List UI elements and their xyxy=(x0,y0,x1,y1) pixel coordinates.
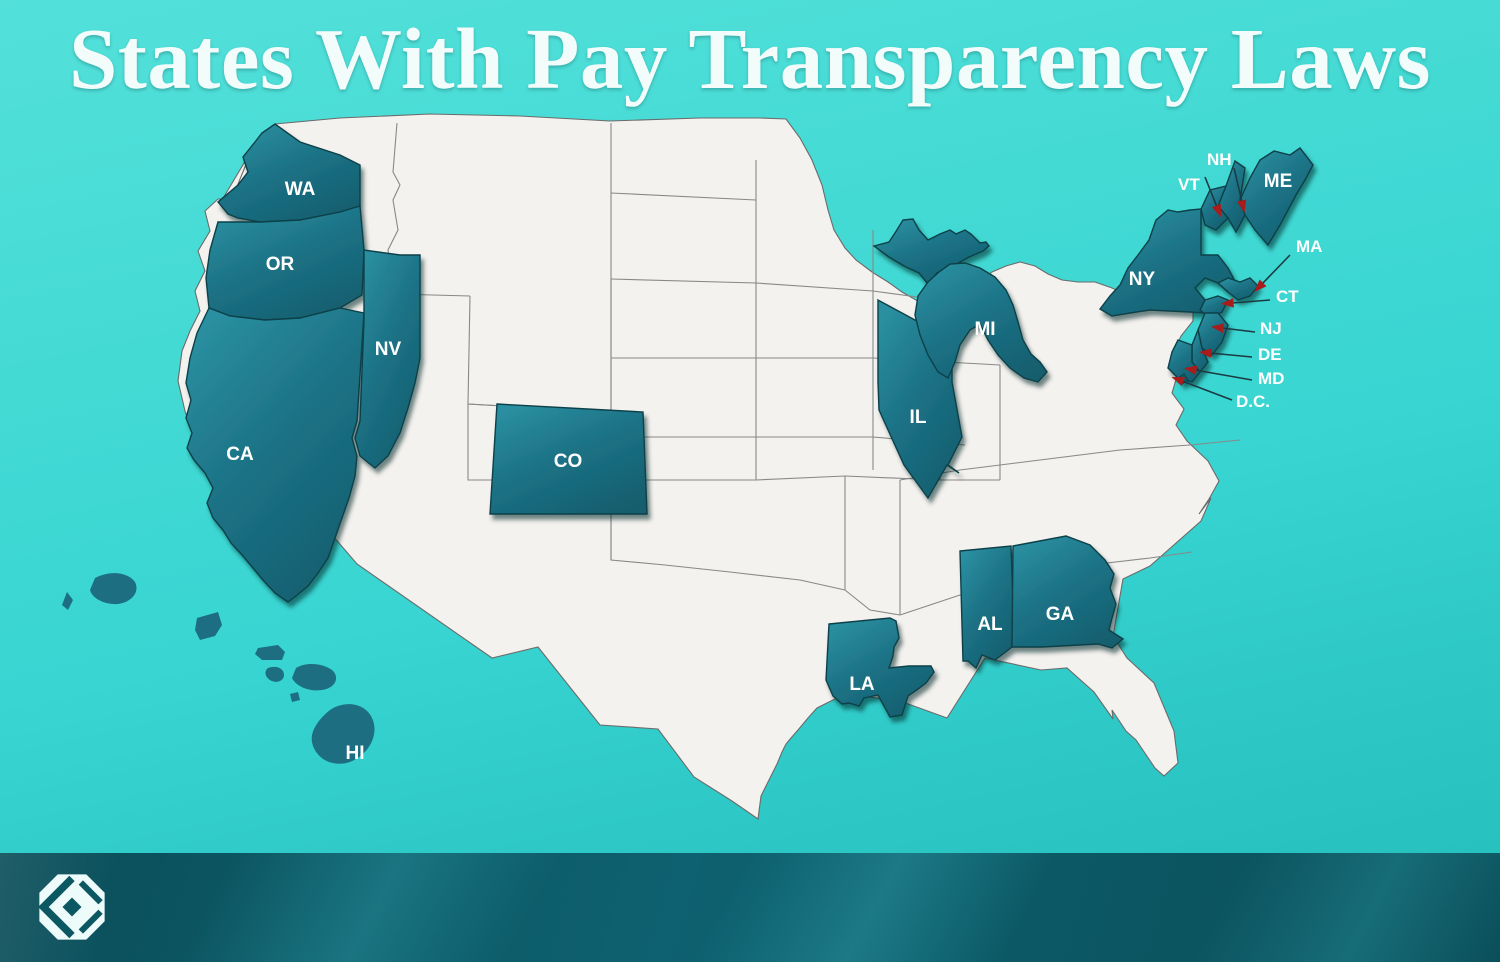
svg-text:OR: OR xyxy=(266,254,295,275)
svg-text:WA: WA xyxy=(285,179,316,200)
svg-text:AL: AL xyxy=(977,614,1003,635)
svg-text:GA: GA xyxy=(1046,604,1075,625)
svg-text:NH: NH xyxy=(1207,150,1232,169)
svg-text:IL: IL xyxy=(910,407,927,428)
svg-text:CA: CA xyxy=(226,444,254,465)
svg-text:MA: MA xyxy=(1296,237,1322,256)
svg-text:D.C.: D.C. xyxy=(1236,392,1270,411)
svg-text:NV: NV xyxy=(375,339,402,360)
svg-text:LA: LA xyxy=(849,674,875,695)
svg-text:ME: ME xyxy=(1264,171,1293,192)
svg-text:CT: CT xyxy=(1276,287,1299,306)
svg-text:DE: DE xyxy=(1258,345,1282,364)
svg-text:HI: HI xyxy=(346,743,365,764)
svg-text:MD: MD xyxy=(1258,369,1284,388)
svg-text:CO: CO xyxy=(554,451,583,472)
svg-text:NJ: NJ xyxy=(1260,319,1282,338)
svg-text:VT: VT xyxy=(1178,175,1200,194)
svg-text:NY: NY xyxy=(1129,269,1156,290)
svg-text:MI: MI xyxy=(974,319,995,340)
